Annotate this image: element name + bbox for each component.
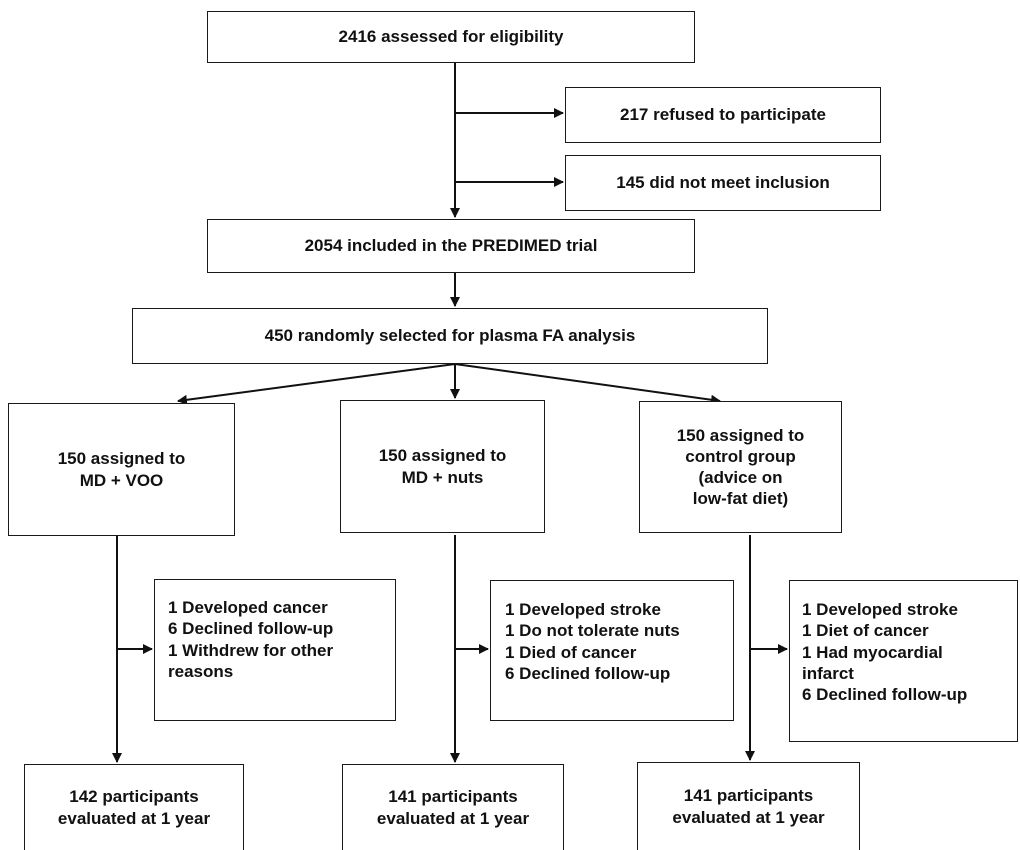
node-exclusion-nuts: 1 Developed stroke 1 Do not tolerate nut… [490,580,734,721]
node-assessed: 2416 assessed for eligibility [207,11,695,63]
arrow-selected-to-control [454,363,721,405]
arrow-selected-to-voo [177,363,456,405]
node-arm-control-label: 150 assigned to control group (advice on… [676,425,805,509]
node-arm-voo: 150 assigned to MD + VOO [8,403,235,536]
node-refused: 217 refused to participate [565,87,881,143]
node-final-voo-label: 142 participants evaluated at 1 year [57,787,211,828]
node-final-nuts: 141 participants evaluated at 1 year [342,764,564,850]
node-final-nuts-label: 141 participants evaluated at 1 year [376,787,530,828]
node-final-control: 141 participants evaluated at 1 year [637,762,860,850]
node-final-control-label: 141 participants evaluated at 1 year [672,786,825,827]
node-exclusion-control-label: 1 Developed stroke 1 Diet of cancer 1 Ha… [802,600,968,704]
node-arm-control: 150 assigned to control group (advice on… [639,401,842,533]
node-included: 2054 included in the PREDIMED trial [207,219,695,273]
node-refused-label: 217 refused to participate [620,105,826,125]
node-exclusion-voo: 1 Developed cancer 6 Declined follow-up … [154,579,396,721]
node-included-label: 2054 included in the PREDIMED trial [304,236,598,256]
node-exclusion-nuts-label: 1 Developed stroke 1 Do not tolerate nut… [505,600,680,683]
node-selected-label: 450 randomly selected for plasma FA anal… [264,326,636,346]
node-not-meet-label: 145 did not meet inclusion [616,173,830,193]
node-arm-voo-label: 150 assigned to MD + VOO [57,449,186,490]
node-selected: 450 randomly selected for plasma FA anal… [132,308,768,364]
node-exclusion-voo-label: 1 Developed cancer 6 Declined follow-up … [168,598,334,681]
node-assessed-label: 2416 assessed for eligibility [338,27,564,47]
node-final-voo: 142 participants evaluated at 1 year [24,764,244,850]
node-arm-nuts-label: 150 assigned to MD + nuts [378,446,507,487]
node-not-meet: 145 did not meet inclusion [565,155,881,211]
node-exclusion-control: 1 Developed stroke 1 Diet of cancer 1 Ha… [789,580,1018,742]
node-arm-nuts: 150 assigned to MD + nuts [340,400,545,533]
